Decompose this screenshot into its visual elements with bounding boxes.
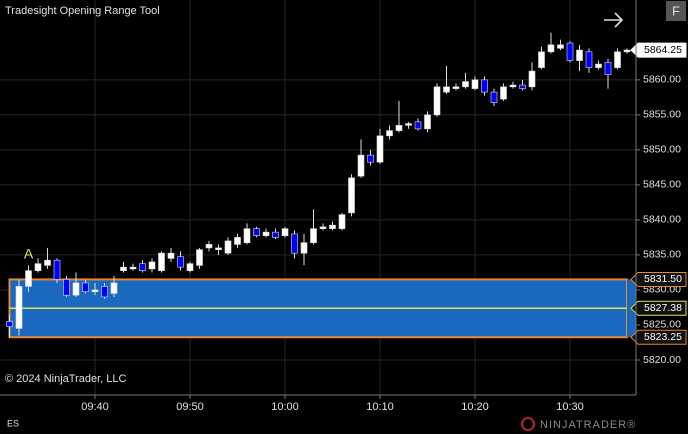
price-tag (630, 329, 687, 345)
x-tick-label: 10:00 (271, 401, 299, 413)
candle-body (129, 266, 137, 270)
brand-logo (521, 417, 535, 431)
candle-body (452, 86, 460, 89)
candle-body (234, 237, 241, 245)
candle-body (281, 228, 289, 236)
candle-body (405, 123, 412, 126)
candle-body (433, 86, 441, 116)
candle-body (215, 247, 222, 250)
candle-body (557, 44, 564, 49)
candle-body (224, 240, 232, 254)
candle-body (196, 249, 203, 266)
candle-body (101, 286, 108, 298)
candle-body (367, 154, 374, 163)
x-tick-label: 10:20 (461, 401, 489, 413)
candle-body (481, 79, 488, 93)
candle-body (538, 51, 545, 68)
annotation: A (24, 246, 34, 262)
candle-body (585, 51, 593, 68)
candle-body (595, 63, 602, 68)
candle-body (243, 228, 251, 243)
candle-body (158, 252, 165, 271)
y-tick-label: 5855.00 (643, 109, 681, 121)
candle-body (72, 282, 80, 296)
candle-body (262, 231, 270, 236)
y-tick-label: 5845.00 (643, 179, 681, 191)
candle-body (424, 114, 431, 130)
candle-body (614, 51, 621, 68)
price-tag (630, 300, 687, 316)
candle-body (576, 49, 583, 61)
candle-body (110, 282, 118, 294)
candle-body (319, 226, 327, 229)
candle-body (566, 42, 574, 61)
candle-body (139, 263, 146, 271)
candle-body (177, 256, 184, 268)
candle-body (253, 228, 260, 236)
candle-body (414, 121, 422, 130)
candle-body (148, 261, 156, 270)
brand: NINJATRADER® (540, 419, 636, 431)
candle-body (53, 259, 61, 280)
candle-body (300, 242, 308, 254)
y-tick-label: 5825.00 (643, 319, 681, 331)
candle-body (376, 135, 384, 163)
candle-body (395, 125, 403, 131)
price-tag-label: 5823.25 (644, 331, 682, 343)
y-tick-label: 5820.00 (643, 354, 681, 366)
candle-body (528, 70, 536, 88)
copyright: © 2024 NinjaTrader, LLC (5, 373, 126, 385)
candle-body (205, 244, 213, 249)
candle-body (167, 252, 175, 259)
price-tag-label: 5831.50 (644, 273, 682, 285)
candle-body (604, 62, 612, 75)
y-tick-label: 5835.00 (643, 249, 681, 261)
y-tick-label: 5850.00 (643, 144, 681, 156)
y-tick-label: 5860.00 (643, 74, 681, 86)
candle-body (120, 266, 127, 271)
candle-body (547, 44, 555, 53)
f-button-label[interactable]: F (672, 3, 680, 18)
candle-body (291, 233, 298, 254)
candle-body (623, 49, 631, 53)
instrument: ES (7, 418, 19, 428)
candle-body (462, 81, 469, 88)
candle-body (443, 86, 450, 93)
candle-body (338, 214, 346, 229)
candle-body (15, 286, 23, 329)
candle-body (519, 84, 526, 89)
candle-body (82, 282, 89, 292)
candle-body (357, 154, 365, 177)
price-tag-label: 5864.25 (644, 44, 682, 56)
candle-body (329, 224, 336, 229)
candle-body (44, 259, 51, 266)
candle-body (186, 263, 194, 271)
candle-body (91, 289, 99, 292)
chart-title: Tradesight Opening Range Tool (5, 5, 160, 17)
f-button[interactable] (666, 1, 686, 21)
price-tag (630, 271, 687, 287)
candle-body (509, 84, 517, 88)
candle-body (310, 228, 317, 243)
price-tag (630, 42, 687, 58)
candle-body (6, 321, 13, 328)
x-tick-label: 09:50 (176, 401, 204, 413)
x-tick-label: 10:10 (366, 401, 394, 413)
candle-body (272, 231, 279, 238)
candle-body (34, 263, 42, 271)
candle-body (348, 177, 355, 214)
candle-body (471, 79, 479, 89)
candle-body (63, 279, 70, 296)
price-tag-label: 5827.38 (644, 302, 682, 314)
x-tick-label: 09:40 (81, 401, 109, 413)
candle-body (490, 91, 498, 103)
x-tick-label: 10:30 (556, 401, 584, 413)
y-tick-label: 5840.00 (643, 214, 681, 226)
arrow-icon[interactable] (604, 12, 624, 28)
candle-body (386, 130, 393, 137)
candle-body (500, 86, 507, 100)
candle-body (25, 270, 32, 287)
